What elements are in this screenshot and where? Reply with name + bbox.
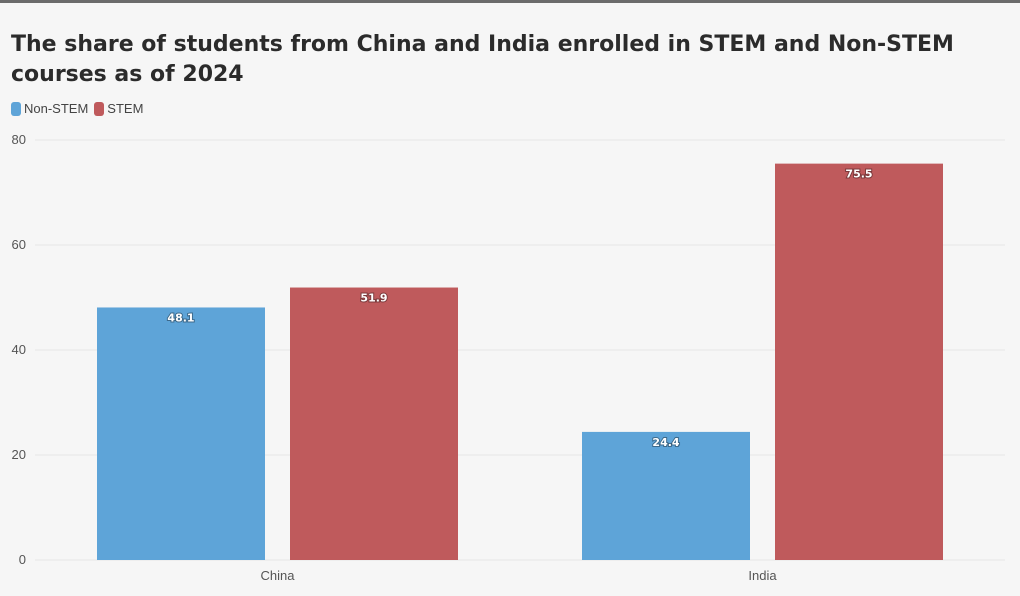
y-tick-label-40: 40 — [12, 342, 26, 357]
data-label-china-non-stem: 48.1 — [167, 311, 194, 324]
y-tick-label-60: 60 — [12, 237, 26, 252]
data-label-india-stem: 75.5 — [845, 168, 872, 181]
data-label-india-non-stem: 24.4 — [652, 436, 679, 449]
legend: Non-STEM STEM — [11, 101, 149, 116]
y-tick-label-0: 0 — [19, 552, 26, 567]
y-tick-label-20: 20 — [12, 447, 26, 462]
bar-india-non-stem — [582, 431, 750, 560]
bar-china-stem — [290, 287, 458, 560]
legend-item-non-stem[interactable]: Non-STEM — [11, 101, 88, 116]
legend-label-stem: STEM — [107, 101, 144, 116]
legend-swatch-stem — [94, 101, 105, 116]
legend-swatch-non-stem — [11, 101, 21, 116]
y-tick-label-80: 80 — [12, 132, 26, 147]
top-border — [0, 0, 1020, 3]
data-label-china-stem: 51.9 — [360, 292, 387, 305]
x-tick-label-india: India — [748, 568, 777, 583]
bar-china-non-stem — [97, 307, 265, 560]
legend-item-stem[interactable]: STEM — [94, 101, 143, 116]
chart-title: The share of students from China and Ind… — [11, 32, 954, 87]
bar-india-stem — [775, 163, 943, 560]
x-tick-label-china: China — [261, 568, 296, 583]
legend-label-non-stem: Non-STEM — [24, 101, 89, 116]
